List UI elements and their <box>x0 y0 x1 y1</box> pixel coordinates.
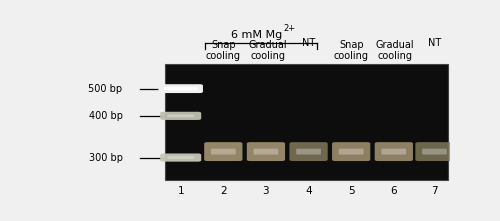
FancyBboxPatch shape <box>254 149 278 154</box>
Text: Snap
cooling: Snap cooling <box>334 40 368 61</box>
Text: Gradual
cooling: Gradual cooling <box>248 40 287 61</box>
Text: Gradual
cooling: Gradual cooling <box>376 40 414 61</box>
Text: 5: 5 <box>348 186 354 196</box>
FancyBboxPatch shape <box>168 114 194 117</box>
FancyBboxPatch shape <box>164 87 198 90</box>
FancyBboxPatch shape <box>160 153 201 162</box>
Text: Snap
cooling: Snap cooling <box>206 40 241 61</box>
FancyBboxPatch shape <box>290 142 328 161</box>
FancyBboxPatch shape <box>416 142 454 161</box>
FancyBboxPatch shape <box>165 64 448 180</box>
FancyBboxPatch shape <box>339 149 363 154</box>
Text: 300 bp: 300 bp <box>88 152 122 163</box>
Text: NT: NT <box>428 38 441 48</box>
FancyBboxPatch shape <box>160 112 201 120</box>
FancyBboxPatch shape <box>296 149 321 154</box>
FancyBboxPatch shape <box>332 142 370 161</box>
Text: 2+: 2+ <box>284 24 296 33</box>
Text: 7: 7 <box>431 186 438 196</box>
FancyBboxPatch shape <box>158 84 203 93</box>
FancyBboxPatch shape <box>166 87 196 90</box>
FancyBboxPatch shape <box>168 156 194 159</box>
FancyBboxPatch shape <box>204 142 242 161</box>
Text: 3: 3 <box>262 186 269 196</box>
Text: 2: 2 <box>220 186 226 196</box>
Text: 400 bp: 400 bp <box>88 111 122 121</box>
Text: 1: 1 <box>178 186 184 196</box>
FancyBboxPatch shape <box>211 149 236 154</box>
Text: 6 mM Mg: 6 mM Mg <box>231 30 282 40</box>
FancyBboxPatch shape <box>374 142 413 161</box>
Text: NT: NT <box>302 38 315 48</box>
Text: 6: 6 <box>390 186 397 196</box>
FancyBboxPatch shape <box>422 149 447 154</box>
FancyBboxPatch shape <box>247 142 285 161</box>
Text: 4: 4 <box>305 186 312 196</box>
Text: 500 bp: 500 bp <box>88 84 122 94</box>
FancyBboxPatch shape <box>382 149 406 154</box>
